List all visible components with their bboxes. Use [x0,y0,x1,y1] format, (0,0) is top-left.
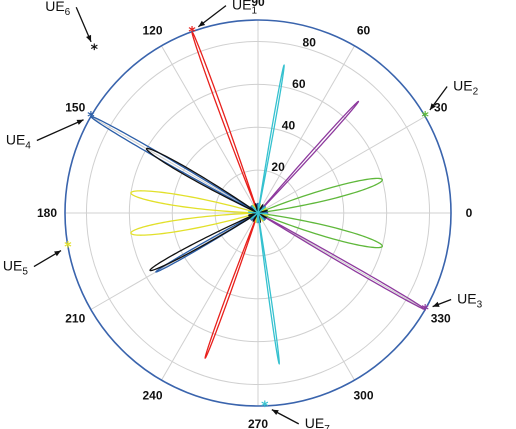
ue-marker-5: * [64,240,72,256]
beam-lobe-ue1-2 [204,212,259,359]
side-lobe-ue7 [251,205,259,214]
side-lobe-ue7 [257,202,260,214]
side-lobe-ue6 [254,203,259,214]
ue-arrowhead-6 [86,34,92,42]
beam-lobe-ue7-2 [257,212,280,365]
side-lobe-ue7 [257,212,269,215]
side-lobe-ue7 [247,211,259,214]
ue-marker-2: * [421,110,429,126]
angle-tick-label: 240 [142,389,162,403]
beam-lobe-ue7-1 [257,64,285,214]
beam-lobe-ue6-1 [145,147,259,214]
beam-lobe-ue6-2 [149,212,259,272]
beam-lobe-ue4-2 [155,212,259,273]
ue-label-4: UE4 [6,132,31,152]
grid-spoke-240 [161,212,259,381]
ue-labels: UE1 UE2 UE3 UE4 UE5 UE6 UE7 [3,0,483,429]
beam-lobe-ue5-1 [130,190,259,214]
grid-spoke-60 [257,45,355,214]
side-lobe-ue6 [252,212,259,222]
side-lobe-ue7 [256,212,259,224]
ue-markers: * * * * * * * [64,25,429,415]
ue-marker-1: * [188,25,196,41]
side-lobe-ue6 [248,212,259,217]
angle-tick-label: 210 [65,312,85,326]
side-lobe-ue7 [257,212,265,221]
beam-lobe-ue2-1 [257,177,383,214]
radial-tick-label: 60 [292,77,306,91]
ue-label-2: UE2 [453,78,478,98]
ue-label-7: UE7 [305,415,330,429]
beam-lobe-ue2-2 [257,212,383,249]
grid-spoke-300 [257,212,355,381]
ue-marker-6: * [91,42,99,58]
angle-tick-label: 270 [248,417,268,429]
ue-arrowhead-2 [429,103,436,111]
angle-tick-label: 330 [431,312,451,326]
radial-tick-label: 40 [282,119,296,133]
side-lobe-ue6 [249,207,259,214]
angle-tick-label: 90 [251,0,265,9]
radial-tick-label: 80 [303,35,317,49]
grid-spoke-30 [257,116,426,214]
beam-lobe-ue3-2 [257,100,360,214]
ue-arrowhead-1 [198,20,206,27]
ue-arrowhead-4 [76,119,84,125]
ue-arrowhead-3 [432,301,440,307]
ue-marker-7: * [261,399,269,415]
grid-spoke-150 [90,116,259,214]
grid-spoke-330 [257,212,426,310]
angle-tick-label: 180 [37,206,57,220]
ue-arrowhead-7 [271,409,279,416]
angle-tick-label: 30 [434,101,448,115]
ue-arrowhead-5 [54,250,62,257]
side-lobe-ue7 [250,212,259,220]
ue-label-3: UE3 [457,291,482,311]
angle-tick-label: 150 [65,101,85,115]
outer-ring [64,19,452,407]
ue-marker-4: * [87,110,95,126]
angle-tick-label: 300 [353,389,373,403]
angle-tick-label: 60 [357,23,371,37]
ue-arrow-4 [36,119,84,142]
ue-label-1: UE1 [232,0,257,17]
ue-label-6: UE6 [45,0,70,18]
side-lobe-ue6 [257,209,268,214]
angle-tick-label: 0 [466,206,473,220]
side-lobe-ue7 [257,206,266,214]
angle-tick-label: 120 [142,23,162,37]
ue-marker-3: * [421,303,429,319]
grid-spoke-120 [161,45,259,214]
tick-labels: 0 30 60 90 120 150 180 210 240 270 300 330 20 40 60 80 [37,0,473,429]
side-lobe-ue6 [257,204,264,214]
beam-lobe-ue5-2 [130,212,259,236]
ue-label-5: UE5 [3,258,28,278]
radial-tick-label: 20 [271,160,285,174]
side-lobe-ue6 [257,212,267,219]
